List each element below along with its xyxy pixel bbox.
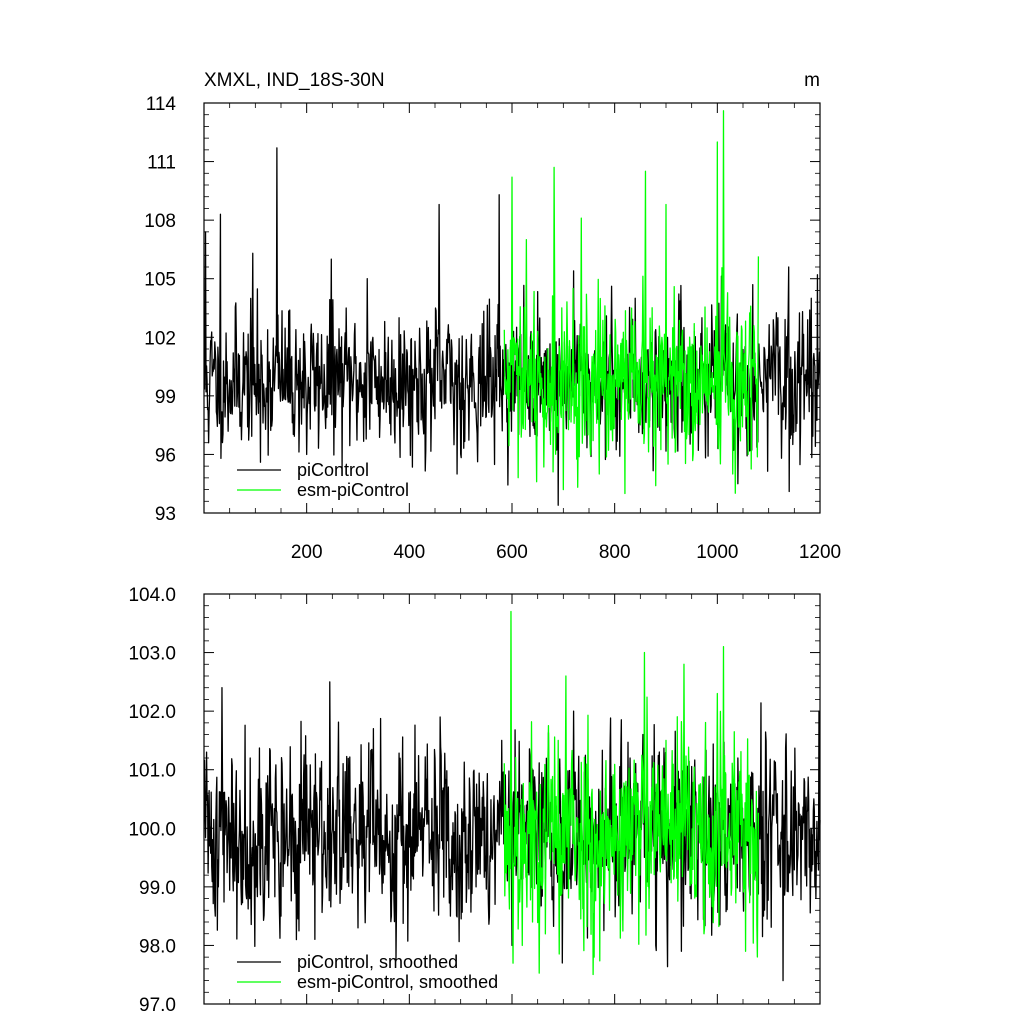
chart-title: XMXL, IND_18S-30N: [204, 70, 385, 91]
top-panel: 93 96 99 102 105 108 111 114 200 400 600 800 1000 120…: [144, 94, 841, 563]
bottom-series-line-1: [503, 610, 760, 976]
legend-label-esm-picontrol: esm-piControl: [297, 480, 409, 500]
bottom-ytick-label: 101.0: [128, 761, 176, 782]
top-ytick-label: 111: [147, 153, 176, 174]
top-xtick-label: 600: [496, 542, 528, 563]
top-ytick-label: 96: [155, 445, 176, 466]
legend-label-esm-picontrol-smoothed: esm-piControl, smoothed: [297, 972, 498, 992]
top-xtick-label: 400: [393, 542, 425, 563]
bottom-panel: 97.0 98.0 99.0 100.0 101.0 102.0 103.0 104.0 pi…: [128, 585, 821, 1016]
top-xtick-label: 200: [291, 542, 323, 563]
bottom-ytick-label: 98.0: [139, 936, 176, 957]
top-xtick-label: 1000: [696, 542, 738, 563]
bottom-series-group: [203, 610, 821, 982]
bottom-ytick-label: 99.0: [139, 878, 176, 899]
top-xtick-label: 1200: [799, 542, 841, 563]
bottom-ytick-label: 103.0: [128, 644, 176, 665]
bottom-legend: piControl, smoothed esm-piControl, smoot…: [237, 952, 498, 992]
top-axis-ticks: 93 96 99 102 105 108 111 114 200 400 600 800 1000 120…: [144, 94, 841, 563]
top-ytick-label: 99: [155, 387, 176, 408]
top-xtick-label: 800: [599, 542, 631, 563]
top-series-line-1: [503, 110, 760, 495]
bottom-ytick-label: 97.0: [139, 995, 176, 1016]
bottom-ytick-label: 102.0: [128, 702, 176, 723]
top-ytick-label: 108: [144, 211, 176, 232]
bottom-ytick-label: 100.0: [128, 819, 176, 840]
top-ytick-label: 102: [144, 328, 176, 349]
bottom-axis-ticks: 97.0 98.0 99.0 100.0 101.0 102.0 103.0 104.0: [128, 585, 821, 1016]
legend-label-picontrol-smoothed: piControl, smoothed: [297, 952, 458, 972]
legend-label-picontrol: piControl: [297, 460, 369, 480]
top-ytick-label: 114: [146, 94, 177, 115]
top-ytick-label: 105: [144, 270, 176, 291]
top-series-group: [203, 110, 821, 506]
top-legend: piControl esm-piControl: [237, 460, 409, 500]
bottom-ytick-label: 104.0: [128, 585, 176, 606]
top-ytick-label: 93: [155, 504, 176, 525]
unit-label: m: [804, 70, 820, 91]
